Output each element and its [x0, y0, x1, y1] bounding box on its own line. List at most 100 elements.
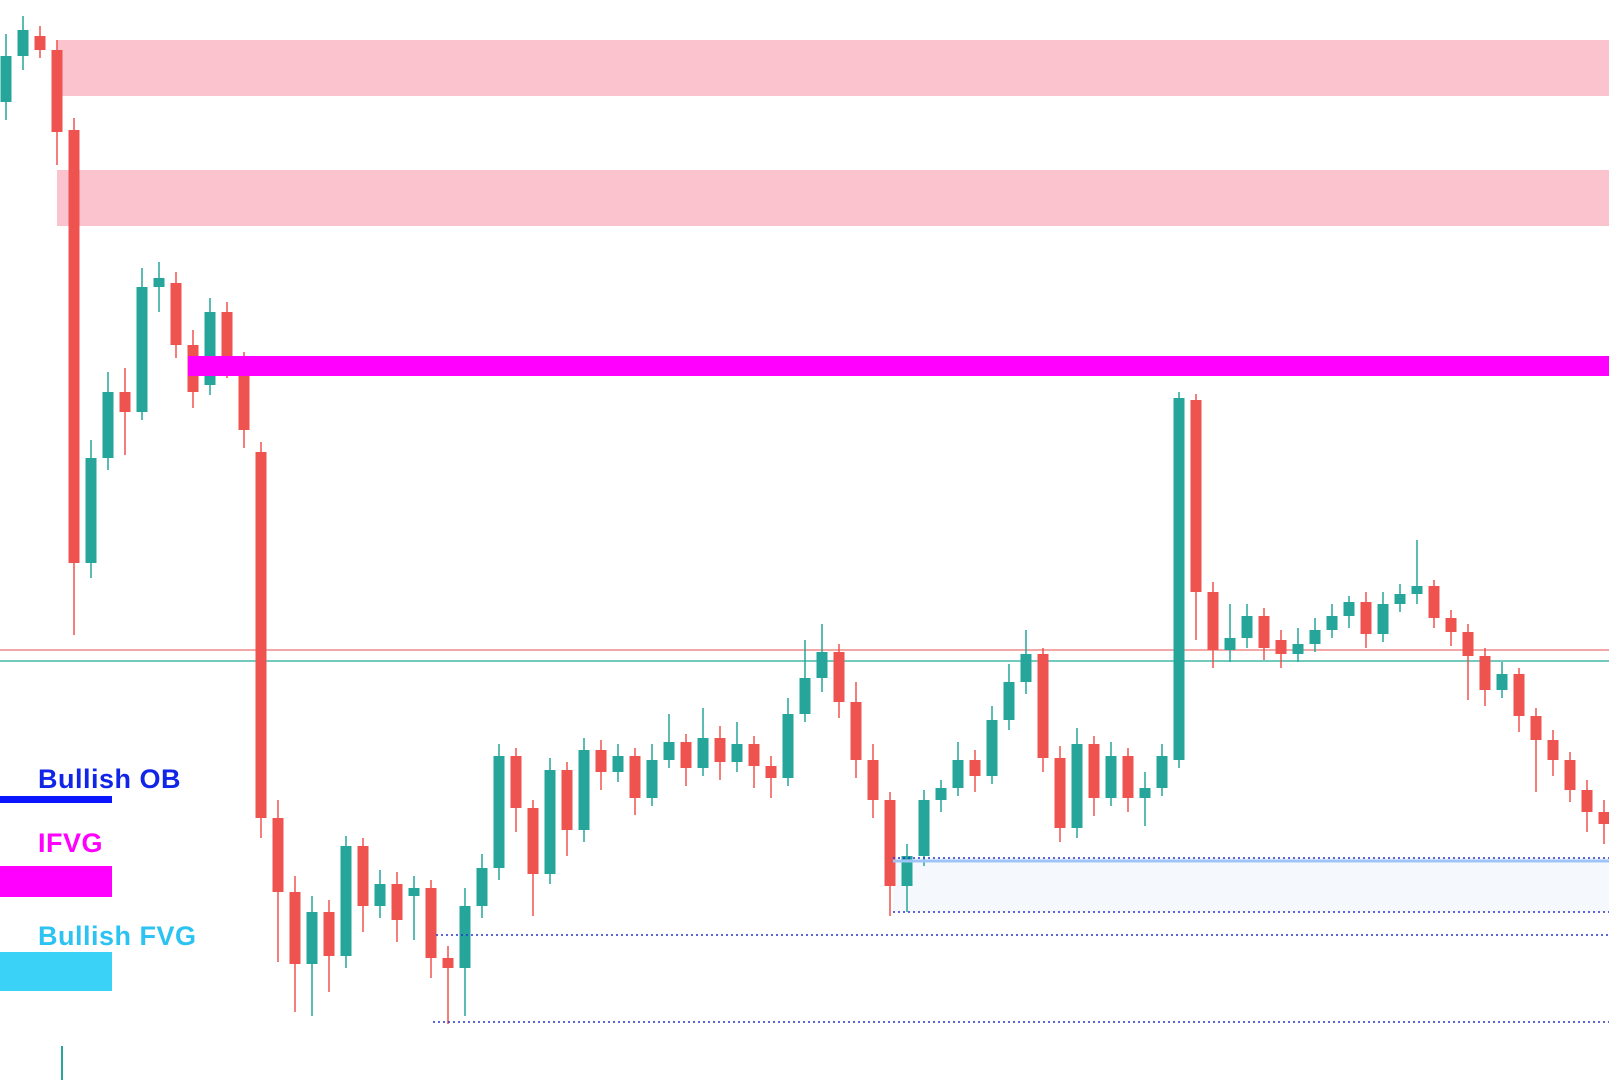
- candle-body: [1598, 812, 1609, 824]
- candle-body: [578, 750, 590, 830]
- candle-body: [1513, 674, 1525, 716]
- bear-candle: [425, 880, 437, 978]
- candle-body: [51, 50, 63, 132]
- candle-body: [493, 756, 505, 868]
- candle-body: [561, 770, 573, 830]
- bear-candle: [1581, 780, 1593, 832]
- candle-body: [1326, 616, 1338, 630]
- bull-candle: [153, 262, 165, 312]
- candle-body: [272, 818, 284, 892]
- candle-body: [1054, 758, 1066, 828]
- bear-candle: [170, 272, 182, 358]
- bull-candle: [1343, 596, 1355, 628]
- bear-candle: [323, 900, 335, 992]
- candle-body: [1360, 602, 1372, 634]
- candle-body: [850, 702, 862, 760]
- bull-candle: [646, 744, 658, 806]
- bull-candle: [1139, 772, 1151, 826]
- supply-zone-upper[interactable]: [57, 40, 1609, 96]
- candle-body: [1088, 744, 1100, 798]
- bullish-fvg-swatch[interactable]: [0, 952, 112, 991]
- candle-body: [374, 884, 386, 906]
- candle-body: [17, 30, 29, 56]
- bull-candle: [204, 298, 216, 395]
- candle-body: [935, 788, 947, 800]
- candle-body: [1547, 740, 1559, 760]
- bull-candle: [1156, 744, 1168, 796]
- bear-candle: [765, 756, 777, 798]
- candle-body: [476, 868, 488, 906]
- bull-candle: [476, 854, 488, 918]
- ifvg-swatch[interactable]: [0, 866, 112, 897]
- ifvg-label[interactable]: IFVG: [38, 828, 104, 858]
- bull-candle: [136, 268, 148, 420]
- bear-candle: [1547, 730, 1559, 776]
- bear-candle: [561, 762, 573, 856]
- bear-candle: [1122, 748, 1134, 812]
- candle-body: [901, 856, 913, 886]
- bull-candle: [918, 790, 930, 866]
- candle-body: [255, 452, 267, 818]
- bull-candle: [1105, 742, 1117, 806]
- bear-candle: [357, 838, 369, 932]
- candle-body: [918, 800, 930, 856]
- candle-body: [1122, 756, 1134, 798]
- bull-candle: [612, 744, 624, 782]
- bear-candle: [1598, 800, 1609, 844]
- bull-candle: [1003, 664, 1015, 730]
- bull-candle: [578, 738, 590, 842]
- bull-candle: [697, 708, 709, 776]
- candle-body: [85, 458, 97, 563]
- candle-body: [663, 742, 675, 760]
- candle-body: [442, 958, 454, 968]
- bear-candle: [272, 800, 284, 962]
- bear-candle: [850, 682, 862, 778]
- bullish-fvg-label[interactable]: Bullish FVG: [38, 921, 197, 951]
- fvg-box-fill[interactable]: [893, 858, 1609, 912]
- candle-body: [1445, 618, 1457, 632]
- bear-candle: [289, 876, 301, 1012]
- candle-body: [1496, 674, 1508, 690]
- supply-zone-lower[interactable]: [57, 170, 1609, 226]
- candle-body: [952, 760, 964, 788]
- bull-candle: [1241, 604, 1253, 648]
- candle-body: [102, 392, 114, 458]
- candle-body: [1258, 616, 1270, 648]
- candle-body: [340, 846, 352, 956]
- bull-candle: [1411, 540, 1423, 604]
- candle-body: [1105, 756, 1117, 798]
- candle-body: [221, 312, 233, 363]
- candle-body: [782, 714, 794, 778]
- candle-body: [629, 756, 641, 798]
- candle-body: [884, 800, 896, 886]
- bull-candle: [952, 742, 964, 796]
- candle-body: [68, 130, 80, 563]
- candle-body: [238, 363, 250, 430]
- bear-candle: [391, 872, 403, 942]
- candle-body: [697, 738, 709, 768]
- bull-candle: [1496, 662, 1508, 698]
- candle-body: [816, 652, 828, 678]
- candle-body: [323, 912, 335, 956]
- bear-candle: [1207, 582, 1219, 668]
- candle-body: [153, 278, 165, 287]
- candle-body: [1156, 756, 1168, 788]
- bull-candle: [1377, 592, 1389, 642]
- bear-candle: [1462, 624, 1474, 700]
- bull-candle: [17, 16, 29, 70]
- candle-body: [408, 888, 420, 896]
- candle-body: [1003, 682, 1015, 720]
- bear-candle: [119, 368, 131, 455]
- candle-body: [1207, 592, 1219, 650]
- bear-candle: [867, 744, 879, 818]
- bear-candle: [68, 118, 80, 635]
- bull-candle: [0, 34, 12, 120]
- candle-body: [136, 287, 148, 412]
- bullish-ob-swatch[interactable]: [0, 796, 112, 803]
- candle-body: [357, 846, 369, 906]
- bear-candle: [1088, 736, 1100, 816]
- bullish-ob-label[interactable]: Bullish OB: [38, 764, 182, 794]
- candle-body: [1071, 744, 1083, 828]
